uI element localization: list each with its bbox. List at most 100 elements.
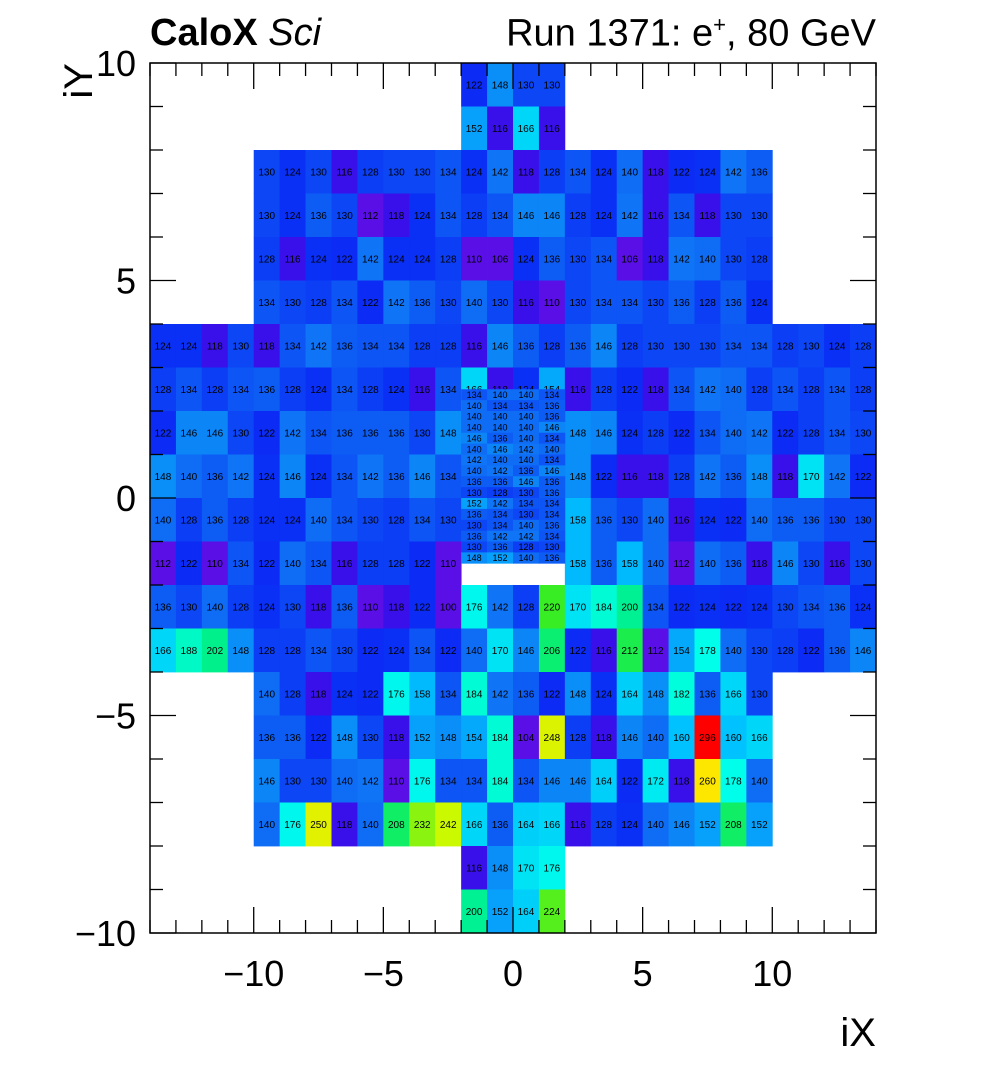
heatmap-cell bbox=[694, 411, 721, 455]
heatmap-cell bbox=[305, 672, 332, 716]
heatmap-cell bbox=[513, 519, 540, 532]
cell-value-label: 136 bbox=[725, 298, 742, 309]
cell-value-label: 134 bbox=[493, 510, 508, 520]
heatmap-cell bbox=[487, 628, 514, 673]
cell-value-label: 128 bbox=[621, 341, 638, 352]
heatmap-cell bbox=[668, 454, 695, 499]
heatmap-cell bbox=[435, 585, 462, 629]
heatmap-cell bbox=[513, 421, 540, 434]
cell-value-label: 128 bbox=[569, 733, 586, 744]
cell-value-label: 128 bbox=[493, 488, 508, 498]
cell-value-label: 136 bbox=[544, 477, 559, 487]
cell-value-label: 148 bbox=[232, 646, 249, 657]
heatmap-cell bbox=[435, 411, 462, 455]
heatmap-cell bbox=[357, 715, 384, 760]
cell-value-label: 130 bbox=[181, 602, 198, 613]
heatmap-cell bbox=[642, 280, 669, 325]
cell-value-label: 124 bbox=[310, 385, 327, 396]
heatmap-cell bbox=[461, 759, 488, 803]
heatmap-cell bbox=[720, 715, 747, 760]
cell-value-label: 142 bbox=[310, 341, 327, 352]
heatmap-cell bbox=[201, 411, 229, 455]
heatmap-cell bbox=[590, 193, 618, 238]
cell-value-label: 130 bbox=[336, 211, 353, 222]
heatmap-cell bbox=[513, 389, 540, 401]
cell-value-label: 130 bbox=[440, 515, 457, 526]
cell-value-label: 128 bbox=[284, 385, 301, 396]
heatmap-cell bbox=[668, 541, 695, 586]
heatmap-cell bbox=[409, 672, 436, 716]
cell-value-label: 128 bbox=[699, 298, 716, 309]
cell-value-label: 122 bbox=[440, 646, 457, 657]
cell-value-label: 134 bbox=[544, 510, 559, 520]
heatmap-cell bbox=[331, 672, 358, 716]
heatmap-cell bbox=[538, 443, 566, 455]
cell-value-label: 184 bbox=[595, 602, 612, 613]
heatmap-cell bbox=[383, 367, 410, 412]
heatmap-cell bbox=[461, 237, 488, 281]
cell-value-label: 134 bbox=[284, 341, 301, 352]
heatmap-cell bbox=[201, 585, 229, 629]
heatmap-cell bbox=[642, 628, 669, 673]
heatmap-cell bbox=[487, 280, 514, 325]
brand-name: CaloX bbox=[150, 12, 258, 54]
cell-value-label: 142 bbox=[621, 211, 638, 222]
brand-subtitle: Sci bbox=[268, 12, 322, 54]
cell-value-label: 124 bbox=[751, 298, 768, 309]
cell-value-label: 134 bbox=[569, 167, 586, 178]
heatmap-cell bbox=[720, 411, 747, 455]
cell-value-label: 134 bbox=[544, 433, 559, 443]
cell-value-label: 122 bbox=[673, 428, 690, 439]
cell-value-label: 130 bbox=[467, 520, 482, 530]
cell-value-label: 124 bbox=[388, 646, 405, 657]
cell-value-label: 136 bbox=[595, 559, 612, 570]
heatmap-cell bbox=[150, 585, 177, 629]
cell-value-label: 134 bbox=[336, 515, 353, 526]
cell-value-label: 128 bbox=[518, 542, 533, 552]
cell-value-label: 128 bbox=[595, 820, 612, 831]
heatmap-cell bbox=[772, 628, 799, 673]
cell-value-label: 134 bbox=[544, 531, 559, 541]
heatmap-cell bbox=[279, 411, 306, 455]
heatmap-cell bbox=[409, 280, 436, 325]
cell-value-label: 146 bbox=[467, 433, 482, 443]
cell-value-label: 136 bbox=[388, 472, 405, 483]
cell-value-label: 118 bbox=[777, 472, 793, 483]
cell-value-label: 146 bbox=[414, 472, 431, 483]
heatmap-cell bbox=[461, 530, 488, 542]
heatmap-cell bbox=[538, 432, 566, 445]
heatmap-cell bbox=[694, 280, 721, 325]
cell-value-label: 140 bbox=[518, 423, 533, 433]
cell-value-label: 146 bbox=[518, 211, 535, 222]
heatmap-cell bbox=[538, 802, 566, 847]
heatmap-cell bbox=[305, 541, 332, 586]
heatmap-cell bbox=[513, 487, 540, 499]
cell-value-label: 128 bbox=[310, 298, 327, 309]
cell-value-label: 116 bbox=[829, 559, 845, 570]
heatmap-cell bbox=[850, 541, 877, 586]
heatmap-cell bbox=[383, 454, 410, 499]
cell-value-label: 134 bbox=[673, 211, 690, 222]
heatmap-cell bbox=[513, 280, 540, 325]
cell-value-label: 152 bbox=[492, 907, 509, 918]
heatmap-cell bbox=[331, 498, 358, 542]
heatmap-cell bbox=[668, 324, 695, 368]
cell-value-label: 134 bbox=[310, 646, 327, 657]
cell-value-label: 134 bbox=[621, 298, 638, 309]
cell-value-label: 140 bbox=[518, 553, 533, 563]
cell-value-label: 140 bbox=[725, 646, 742, 657]
cell-value-label: 146 bbox=[544, 466, 559, 476]
cell-value-label: 146 bbox=[595, 341, 612, 352]
heatmap-cell bbox=[513, 106, 540, 151]
cell-value-label: 134 bbox=[493, 520, 508, 530]
cell-value-label: 124 bbox=[310, 254, 327, 265]
heatmap-cell bbox=[487, 443, 514, 455]
cell-value-label: 146 bbox=[855, 646, 872, 657]
heatmap-cell bbox=[616, 802, 644, 847]
x-tick-label: −5 bbox=[363, 953, 404, 994]
heatmap-cell bbox=[538, 530, 566, 542]
cell-value-label: 142 bbox=[699, 385, 716, 396]
heatmap-cell bbox=[253, 324, 281, 368]
cell-value-label: 128 bbox=[855, 341, 872, 352]
cell-value-label: 118 bbox=[311, 602, 327, 613]
